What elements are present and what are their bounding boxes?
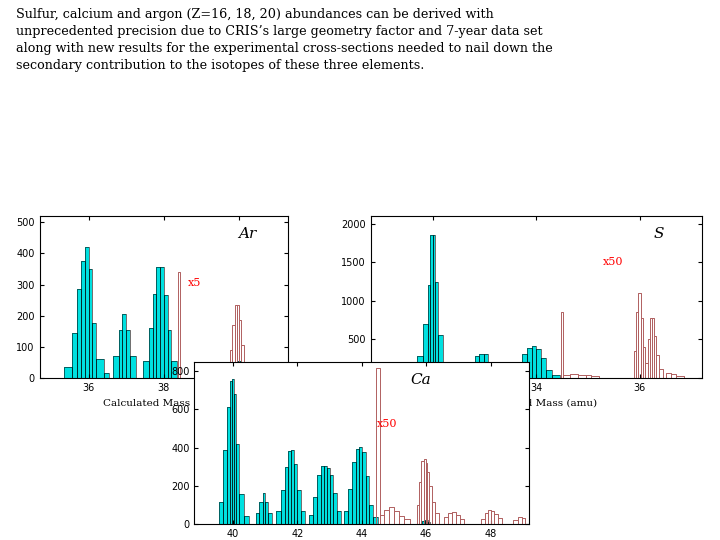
Text: x5: x5 [187, 279, 201, 288]
X-axis label: Calculated Mass (amu): Calculated Mass (amu) [103, 399, 225, 407]
Text: Ar: Ar [238, 227, 256, 241]
Text: Sulfur, calcium and argon (Z=16, 18, 20) abundances can be derived with
unpreced: Sulfur, calcium and argon (Z=16, 18, 20)… [16, 8, 552, 72]
Text: Ca: Ca [410, 373, 431, 387]
Text: S: S [654, 227, 665, 241]
Text: x50: x50 [603, 256, 623, 267]
X-axis label: Calculated Mass (amu): Calculated Mass (amu) [476, 399, 597, 407]
Text: x50: x50 [377, 418, 397, 429]
